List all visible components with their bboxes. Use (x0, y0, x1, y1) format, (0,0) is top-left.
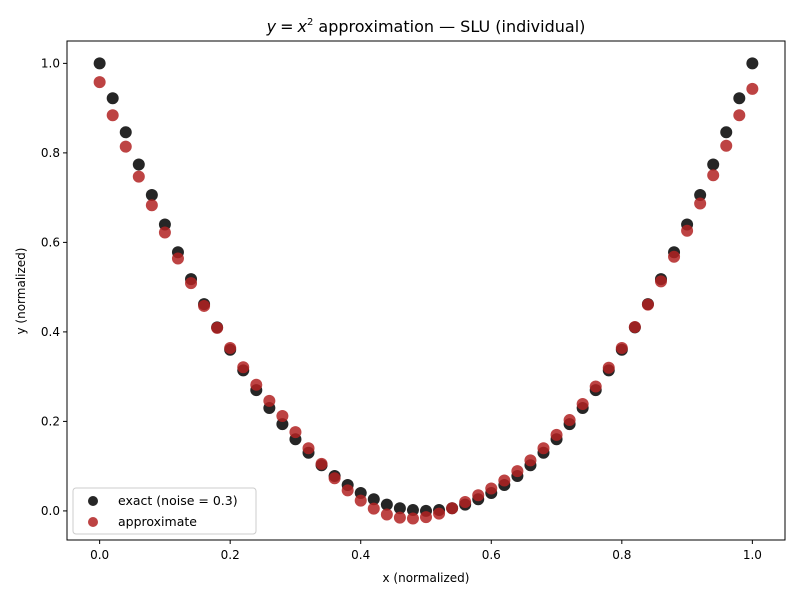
point-approximate (589, 380, 602, 393)
point-approximate (367, 502, 380, 515)
point-approximate (733, 109, 746, 122)
point-approximate (654, 275, 667, 288)
point-approximate (132, 170, 145, 183)
point-approximate (746, 82, 759, 95)
point-approximate (563, 414, 576, 427)
point-approximate (459, 495, 472, 508)
legend-label-exact: exact (noise = 0.3) (118, 493, 238, 508)
x-tick-label: 0.4 (351, 548, 370, 562)
legend: exact (noise = 0.3) approximate (72, 487, 257, 535)
point-approximate (406, 512, 419, 525)
point-approximate (263, 394, 276, 407)
data-points (93, 57, 759, 525)
point-approximate (185, 277, 198, 290)
x-tick-label: 0.6 (482, 548, 501, 562)
y-tick-label: 1.0 (41, 56, 60, 70)
point-approximate (289, 426, 302, 439)
title-rest: approximation — SLU (individual) (313, 17, 585, 36)
point-approximate (119, 140, 132, 153)
x-tick-label: 1.0 (743, 548, 762, 562)
legend-label-approximate: approximate (118, 514, 197, 529)
point-approximate (380, 508, 393, 521)
y-tick-label: 0.6 (41, 235, 60, 249)
point-exact-noise-0-3 (93, 57, 106, 70)
point-approximate (93, 76, 106, 89)
point-approximate (315, 457, 328, 470)
title-eq: = (280, 17, 293, 36)
point-approximate (498, 474, 511, 487)
title-superscript: 2 (307, 17, 313, 28)
point-approximate (550, 428, 563, 441)
point-exact-noise-0-3 (707, 158, 720, 171)
y-tick-label: 0.4 (41, 325, 60, 339)
point-exact-noise-0-3 (106, 92, 119, 105)
y-axis-label: y (normalized) (14, 248, 28, 335)
point-approximate (237, 361, 250, 374)
point-approximate (198, 299, 211, 312)
point-approximate (720, 139, 733, 152)
point-approximate (511, 465, 524, 478)
point-approximate (537, 442, 550, 455)
point-approximate (250, 378, 263, 391)
point-exact-noise-0-3 (733, 92, 746, 105)
point-exact-noise-0-3 (119, 126, 132, 139)
point-approximate (145, 199, 158, 212)
legend-marker-exact (88, 496, 98, 506)
point-approximate (694, 197, 707, 210)
y-tick-label: 0.8 (41, 146, 60, 160)
point-approximate (354, 494, 367, 507)
point-exact-noise-0-3 (406, 504, 419, 517)
point-approximate (433, 507, 446, 520)
point-approximate (211, 321, 224, 334)
point-exact-noise-0-3 (720, 126, 733, 139)
point-approximate (446, 502, 459, 515)
title-x: x (296, 17, 307, 36)
point-approximate (681, 224, 694, 237)
point-approximate (158, 226, 171, 239)
point-approximate (707, 169, 720, 182)
point-approximate (224, 342, 237, 355)
legend-box (72, 487, 257, 535)
point-approximate (524, 454, 537, 467)
point-exact-noise-0-3 (132, 158, 145, 171)
point-exact-noise-0-3 (393, 502, 406, 515)
point-exact-noise-0-3 (694, 188, 707, 201)
point-approximate (393, 511, 406, 524)
point-approximate (576, 397, 589, 410)
point-approximate (341, 484, 354, 497)
y-tick-label: 0.0 (41, 504, 60, 518)
point-approximate (628, 320, 641, 333)
point-approximate (472, 489, 485, 502)
x-tick-label: 0.0 (90, 548, 109, 562)
point-approximate (106, 109, 119, 122)
point-approximate (420, 511, 432, 524)
point-approximate (328, 472, 341, 485)
point-approximate (485, 482, 498, 495)
title-y: y (266, 17, 277, 36)
x-tick-label: 0.8 (612, 548, 631, 562)
point-exact-noise-0-3 (145, 188, 158, 201)
point-approximate (641, 298, 654, 311)
chart-title: y = x2 approximation — SLU (individual) (266, 17, 586, 36)
x-tick-label: 0.2 (221, 548, 240, 562)
plot-frame (66, 40, 786, 541)
point-exact-noise-0-3 (380, 498, 393, 511)
point-approximate (615, 342, 628, 355)
x-axis-label: x (normalized) (383, 571, 470, 585)
point-exact-noise-0-3 (746, 57, 759, 70)
point-exact-noise-0-3 (367, 493, 380, 506)
point-approximate (302, 442, 315, 455)
legend-marker-approximate (88, 517, 98, 527)
y-tick-label: 0.2 (41, 414, 60, 428)
axis-ticks: 0.0 0.2 0.4 0.6 0.8 1.0 0.0 0.2 0.4 0.6 0.8 1.0 (41, 56, 762, 562)
point-approximate (668, 250, 681, 263)
point-approximate (602, 361, 615, 374)
point-approximate (171, 252, 184, 265)
point-approximate (276, 410, 289, 423)
